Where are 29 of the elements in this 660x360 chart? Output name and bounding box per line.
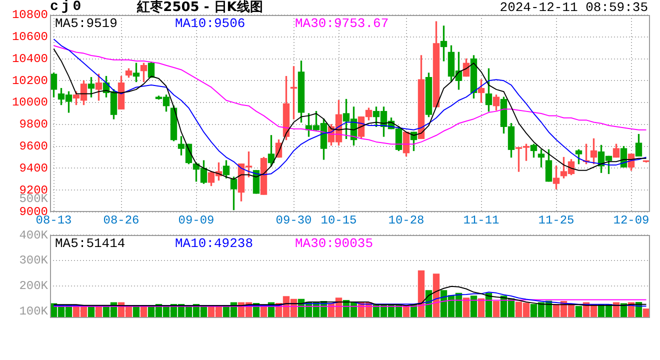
text: MA10:9506 <box>175 16 246 31</box>
y-tick-label: 9400 <box>19 161 48 176</box>
x-tick-label: 12-09 <box>613 213 650 228</box>
x-tick-label: 08-26 <box>103 213 140 228</box>
y-tick-label: 10000 <box>12 96 48 110</box>
series-label: MA5:9519 <box>55 16 118 31</box>
text: 2024-12-11 08:59:35 <box>500 0 648 15</box>
y-tick-label: 9600 <box>19 140 48 154</box>
y-tick-label: 10600 <box>12 30 48 44</box>
x-tick-label: 10-15 <box>320 213 357 228</box>
y-tick-label: 9800 <box>19 118 48 132</box>
y-tick-label: 200K <box>19 279 49 294</box>
y-tick-label: 300K <box>19 254 49 268</box>
y-tick-label: 100K <box>19 304 49 318</box>
x-tick-label: 11-11 <box>463 213 500 228</box>
x-tick-label: 11-25 <box>538 213 574 228</box>
chart-subtitle: cj0 <box>50 0 84 15</box>
x-tick-label: 10-28 <box>388 213 424 228</box>
y-tick-label: 10800 <box>12 8 48 22</box>
y-tick-label: 10400 <box>12 52 48 66</box>
y-tick-label: 10200 <box>12 74 48 88</box>
text: MA30:9753.67 <box>295 16 389 31</box>
x-tick-label: 09-30 <box>276 213 312 228</box>
text: MA5:51414 <box>55 236 126 252</box>
y-tick-label: 400K <box>19 228 49 242</box>
chart-title: 紅枣2505 - 日K线图 <box>137 0 263 15</box>
text: MA30:90035 <box>295 236 374 252</box>
text: MA10:49238 <box>175 236 254 252</box>
x-tick-label: 09-09 <box>178 213 214 228</box>
